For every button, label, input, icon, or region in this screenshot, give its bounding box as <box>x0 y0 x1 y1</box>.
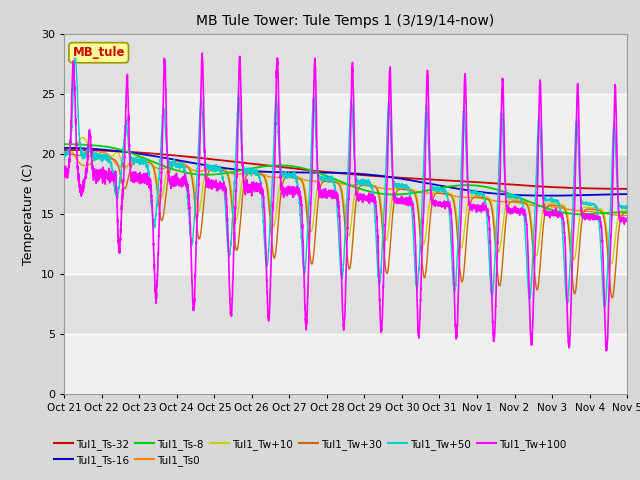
Tul1_Ts-32 <box>324 169 332 175</box>
Tul1_Tw+30 <box>441 191 449 197</box>
Line: Tul1_Tw+10: Tul1_Tw+10 <box>64 137 627 264</box>
Line: Tul1_Tw+30: Tul1_Tw+30 <box>64 154 627 298</box>
Tul1_Tw+10 <box>441 190 449 195</box>
Tul1_Tw+10 <box>504 198 512 204</box>
Tul1_Ts-16 <box>161 155 169 161</box>
Tul1_Ts0 <box>623 213 630 218</box>
Tul1_Tw+10 <box>607 261 615 266</box>
Line: Tul1_Tw+50: Tul1_Tw+50 <box>64 58 627 307</box>
Tul1_Ts-8 <box>504 190 511 196</box>
Bar <box>64 334 627 394</box>
Tul1_Tw+10 <box>325 178 333 183</box>
Tul1_Ts-8 <box>578 212 586 217</box>
Tul1_Ts-8 <box>60 141 68 147</box>
Tul1_Ts-16 <box>623 192 630 197</box>
Tul1_Ts-8 <box>161 164 169 169</box>
Line: Tul1_Ts-32: Tul1_Ts-32 <box>64 150 627 189</box>
Tul1_Ts-32 <box>441 178 449 183</box>
Bar <box>64 94 627 154</box>
Line: Tul1_Ts-8: Tul1_Ts-8 <box>64 144 627 215</box>
Tul1_Ts-16 <box>504 192 511 197</box>
Tul1_Tw+50 <box>472 191 480 197</box>
Tul1_Ts-8 <box>472 183 479 189</box>
Line: Tul1_Ts-16: Tul1_Ts-16 <box>64 148 627 196</box>
Tul1_Ts0 <box>623 213 631 218</box>
Bar <box>64 34 627 94</box>
Tul1_Tw+30 <box>623 210 631 216</box>
Tul1_Ts-32 <box>623 186 631 192</box>
Tul1_Tw+100 <box>441 200 449 205</box>
Tul1_Tw+100 <box>325 191 333 196</box>
Tul1_Tw+50 <box>441 189 449 194</box>
Tul1_Ts-8 <box>623 209 631 215</box>
Tul1_Tw+50 <box>71 55 79 61</box>
Tul1_Ts0 <box>472 195 479 201</box>
Tul1_Ts0 <box>504 199 511 205</box>
Bar <box>64 154 627 214</box>
Tul1_Tw+30 <box>161 199 169 204</box>
Tul1_Ts0 <box>441 191 449 197</box>
Tul1_Ts-32 <box>60 147 68 153</box>
Tul1_Tw+30 <box>504 205 511 211</box>
Tul1_Tw+100 <box>161 63 169 69</box>
Title: MB Tule Tower: Tule Temps 1 (3/19/14-now): MB Tule Tower: Tule Temps 1 (3/19/14-now… <box>196 14 495 28</box>
Tul1_Tw+30 <box>609 295 616 300</box>
Tul1_Tw+100 <box>60 171 68 177</box>
Tul1_Tw+50 <box>504 194 512 200</box>
Tul1_Tw+100 <box>623 218 631 224</box>
Tul1_Ts0 <box>60 145 68 151</box>
Tul1_Tw+10 <box>623 208 630 214</box>
Tul1_Tw+30 <box>623 210 630 216</box>
Tul1_Tw+30 <box>472 194 479 200</box>
Tul1_Ts-32 <box>623 186 630 192</box>
Tul1_Ts-16 <box>324 170 332 176</box>
Tul1_Tw+10 <box>60 151 68 156</box>
Tul1_Ts-8 <box>441 184 449 190</box>
Tul1_Tw+10 <box>623 208 631 214</box>
Tul1_Tw+50 <box>161 125 169 131</box>
Line: Tul1_Tw+100: Tul1_Tw+100 <box>64 53 627 350</box>
Tul1_Tw+50 <box>623 203 631 208</box>
Tul1_Ts-32 <box>504 181 511 187</box>
Tul1_Tw+10 <box>79 134 86 140</box>
Tul1_Ts-16 <box>623 192 631 197</box>
Legend: Tul1_Ts-32, Tul1_Ts-16, Tul1_Ts-8, Tul1_Ts0, Tul1_Tw+10, Tul1_Tw+30, Tul1_Tw+50,: Tul1_Ts-32, Tul1_Ts-16, Tul1_Ts-8, Tul1_… <box>50 434 570 470</box>
Tul1_Tw+30 <box>60 151 68 156</box>
Tul1_Ts0 <box>324 177 332 183</box>
Tul1_Ts-16 <box>549 193 557 199</box>
Tul1_Ts-32 <box>472 179 479 185</box>
Tul1_Ts-8 <box>324 174 332 180</box>
Bar <box>64 214 627 274</box>
Tul1_Tw+100 <box>504 207 512 213</box>
Tul1_Ts-8 <box>623 209 630 215</box>
Tul1_Ts0 <box>161 165 169 171</box>
Tul1_Tw+100 <box>603 348 611 353</box>
Y-axis label: Temperature (C): Temperature (C) <box>22 163 35 264</box>
Tul1_Tw+10 <box>472 193 480 199</box>
Tul1_Tw+50 <box>601 304 609 310</box>
Text: MB_tule: MB_tule <box>72 46 125 59</box>
Tul1_Tw+10 <box>161 177 169 182</box>
Tul1_Tw+100 <box>472 205 480 211</box>
Tul1_Ts-32 <box>161 152 169 157</box>
Tul1_Tw+50 <box>325 174 333 180</box>
Tul1_Ts-16 <box>441 183 449 189</box>
Bar <box>64 274 627 334</box>
Tul1_Ts-16 <box>472 189 479 194</box>
Tul1_Ts-16 <box>60 145 68 151</box>
Tul1_Tw+100 <box>198 50 206 56</box>
Tul1_Tw+50 <box>60 150 68 156</box>
Line: Tul1_Ts0: Tul1_Ts0 <box>64 148 627 216</box>
Tul1_Tw+50 <box>623 204 630 210</box>
Tul1_Tw+30 <box>324 179 332 184</box>
Tul1_Tw+100 <box>623 217 630 223</box>
